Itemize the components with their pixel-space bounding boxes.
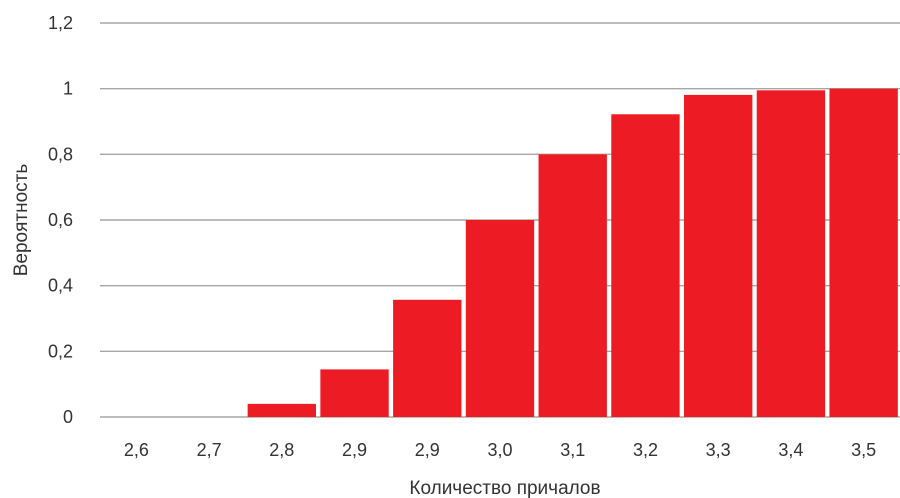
x-axis-title: Количество причалов	[409, 478, 600, 498]
x-tick-label: 2,9	[342, 440, 367, 460]
bar-layer	[247, 88, 898, 418]
x-tick-labels: 2,6 2,7 2,8 2,9 2,9 3,0 3,1 3,2 3,3 3,4 3,5	[124, 440, 876, 460]
bar	[320, 369, 389, 417]
bar	[247, 403, 316, 417]
x-tick-label: 2,7	[197, 440, 222, 460]
x-tick-label: 2,9	[415, 440, 440, 460]
bar	[465, 220, 535, 417]
y-tick-label: 0,8	[48, 144, 73, 164]
x-tick-label: 3,1	[560, 440, 585, 460]
y-tick-label: 0,2	[48, 341, 73, 361]
x-tick-label: 3,4	[778, 440, 803, 460]
y-axis-title: Вероятность	[11, 164, 32, 277]
y-tick-label: 0,4	[48, 276, 73, 296]
bar	[756, 90, 826, 417]
x-tick-label: 2,6	[124, 440, 149, 460]
x-tick-label: 2,8	[269, 440, 294, 460]
bar	[829, 88, 898, 418]
bar	[684, 94, 753, 417]
x-tick-label: 3,2	[633, 440, 658, 460]
bar	[611, 114, 680, 417]
y-tick-label: 1,2	[48, 13, 73, 33]
x-tick-label: 3,5	[851, 440, 876, 460]
bar	[538, 154, 607, 418]
bar	[393, 299, 462, 417]
x-tick-label: 3,3	[706, 440, 731, 460]
y-tick-label: 0,6	[48, 210, 73, 230]
y-tick-label: 1	[63, 79, 73, 99]
x-tick-label: 3,0	[487, 440, 512, 460]
y-tick-label: 0	[63, 407, 73, 427]
y-tick-labels: 0 0,2 0,4 0,6 0,8 1 1,2	[48, 13, 73, 427]
